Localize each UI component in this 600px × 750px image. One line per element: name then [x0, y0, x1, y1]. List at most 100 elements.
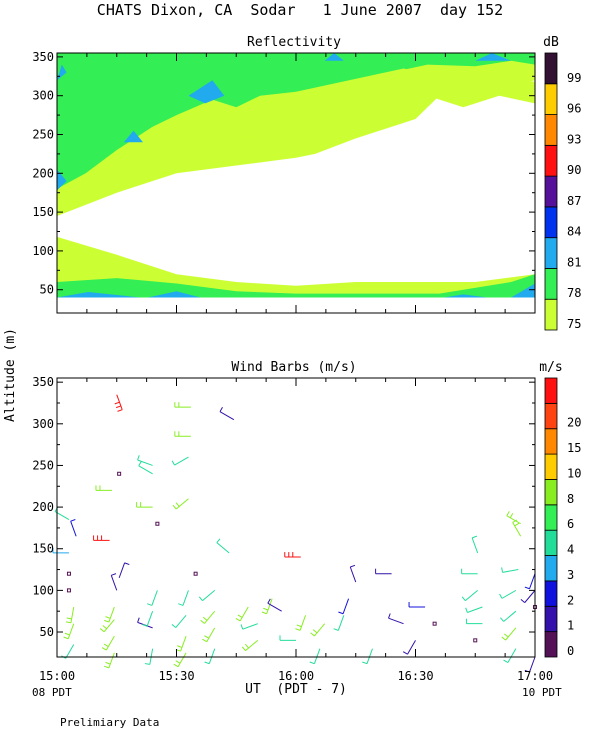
wind-barb-62 — [465, 606, 483, 613]
x-axis-label: UT (PDT - 7) — [245, 682, 347, 697]
wind-barb-65 — [471, 535, 479, 554]
wind-calm-16 — [117, 471, 122, 476]
wind-barb-31 — [171, 456, 189, 466]
colorbar-swatch-2 — [544, 580, 558, 607]
wind-barb-10 — [99, 619, 115, 633]
wind-barb-52 — [338, 598, 350, 615]
wind-colorbar: 0 1 2 3 4 6 8 10 15 20 — [544, 377, 581, 658]
colorbar-label: 15 — [567, 441, 581, 455]
colorbar-label: 90 — [567, 163, 581, 177]
wind-calm-3 — [66, 588, 71, 593]
wind-barb-26 — [173, 652, 187, 668]
colorbar-label: 1 — [567, 619, 574, 633]
y-tick-label: 50 — [40, 625, 54, 639]
y-tick-label: 300 — [32, 417, 54, 431]
right-local-time: 10 PDT — [522, 686, 562, 699]
colorbar-swatch-5 — [544, 504, 558, 531]
reflectivity-colorbar: 75 78 81 84 87 90 93 96 99 — [544, 52, 581, 331]
reflectivity-title: Reflectivity — [247, 35, 341, 50]
wind-calm-34 — [193, 571, 198, 576]
wind-y-ticks: 50 100 150 200 250 300 350 — [32, 375, 535, 639]
wind-barb-57 — [408, 602, 426, 608]
colorbar-swatch-5 — [544, 144, 558, 177]
x-tick-labels: 15:00 15:30 16:00 16:30 17:00 — [39, 669, 553, 683]
x-tick-label: 15:30 — [158, 669, 194, 683]
wind-barb-42 — [240, 623, 258, 630]
reflectivity-y-ticks: 50 100 150 200 250 300 350 — [32, 50, 535, 297]
reflectivity-region-2 — [57, 292, 141, 298]
wind-barb-0 — [61, 644, 75, 659]
wind-barb-56 — [388, 613, 404, 625]
x-tick-label: 16:00 — [278, 669, 314, 683]
colorbar-label: 4 — [567, 543, 574, 557]
reflectivity-region-5 — [511, 283, 535, 298]
reflectivity-region-10 — [123, 130, 143, 143]
y-tick-label: 100 — [32, 244, 54, 258]
wind-barb-23 — [136, 502, 153, 508]
wind-barb-33 — [174, 402, 191, 408]
wind-barb-61 — [465, 618, 483, 625]
reflectivity-region-3 — [147, 291, 201, 298]
wind-barb-46 — [279, 635, 296, 641]
wind-barb-13 — [110, 573, 118, 591]
y-tick-label: 300 — [32, 89, 54, 103]
wind-barb-2 — [65, 606, 75, 624]
colorbar-swatch-4 — [544, 175, 558, 208]
colorbar-swatch-6 — [544, 114, 558, 146]
figure-title: CHATS Dixon, CA Sodar 1 June 2007 day 15… — [97, 1, 503, 19]
wind-x-ticks — [56, 378, 536, 657]
wind-barb-35 — [204, 648, 216, 665]
reflectivity-region-13 — [475, 53, 512, 61]
wind-barb-11 — [104, 606, 115, 623]
wind-barb-76 — [524, 573, 536, 590]
wind-barb-40 — [219, 407, 235, 421]
colorbar-label: 81 — [567, 255, 581, 269]
reflectivity-plot-area — [56, 52, 536, 314]
wind-barb-44 — [261, 598, 273, 615]
wind-barb-15 — [95, 485, 112, 491]
colorbar-label: 6 — [567, 517, 574, 531]
wind-barb-53 — [349, 564, 357, 583]
wind-barb-28 — [171, 615, 187, 628]
y-tick-label: 250 — [32, 458, 54, 472]
wind-barb-41 — [241, 639, 259, 652]
y-tick-label: 350 — [32, 50, 54, 64]
reflectivity-region-0 — [57, 236, 535, 298]
wind-barb-48 — [284, 552, 301, 558]
wind-barb-27 — [175, 636, 187, 652]
wind-colorbar-unit: m/s — [539, 360, 562, 375]
wind-barb-47 — [295, 615, 307, 631]
colorbar-label: 84 — [567, 225, 581, 239]
wind-barb-58 — [402, 640, 416, 655]
wind-barb-39 — [216, 538, 230, 554]
reflectivity-colorbar-unit: dB — [543, 35, 559, 50]
colorbar-label: 99 — [567, 71, 581, 85]
colorbar-label: 75 — [567, 317, 581, 331]
y-tick-label: 250 — [32, 127, 54, 141]
y-tick-label: 50 — [40, 283, 54, 297]
plot-frame-1 — [56, 377, 536, 658]
wind-barb-8 — [104, 652, 115, 669]
colorbar-label: 93 — [567, 132, 581, 146]
wind-barb-36 — [202, 627, 216, 643]
wind-barb-43 — [235, 606, 249, 622]
wind-barb-66 — [503, 648, 517, 663]
colorbar-swatch-0 — [544, 298, 558, 331]
x-tick-label: 15:00 — [39, 669, 75, 683]
reflectivity-x-ticks — [56, 53, 536, 313]
x-tick-label: 16:30 — [397, 669, 433, 683]
wind-barb-5 — [52, 547, 69, 554]
colorbar-label: 87 — [567, 194, 581, 208]
colorbar-label: 96 — [567, 102, 581, 116]
colorbar-swatch-8 — [544, 428, 558, 455]
x-tick-label: 17:00 — [517, 669, 553, 683]
wind-barb-37 — [200, 610, 216, 624]
wind-barb-63 — [461, 589, 478, 602]
wind-barb-68 — [500, 610, 517, 622]
wind-calm-60 — [473, 638, 478, 643]
colorbar-label: 8 — [567, 492, 574, 506]
colorbar-label: 3 — [567, 568, 574, 582]
colorbar-swatch-7 — [544, 83, 558, 115]
wind-barb-54 — [362, 648, 373, 665]
